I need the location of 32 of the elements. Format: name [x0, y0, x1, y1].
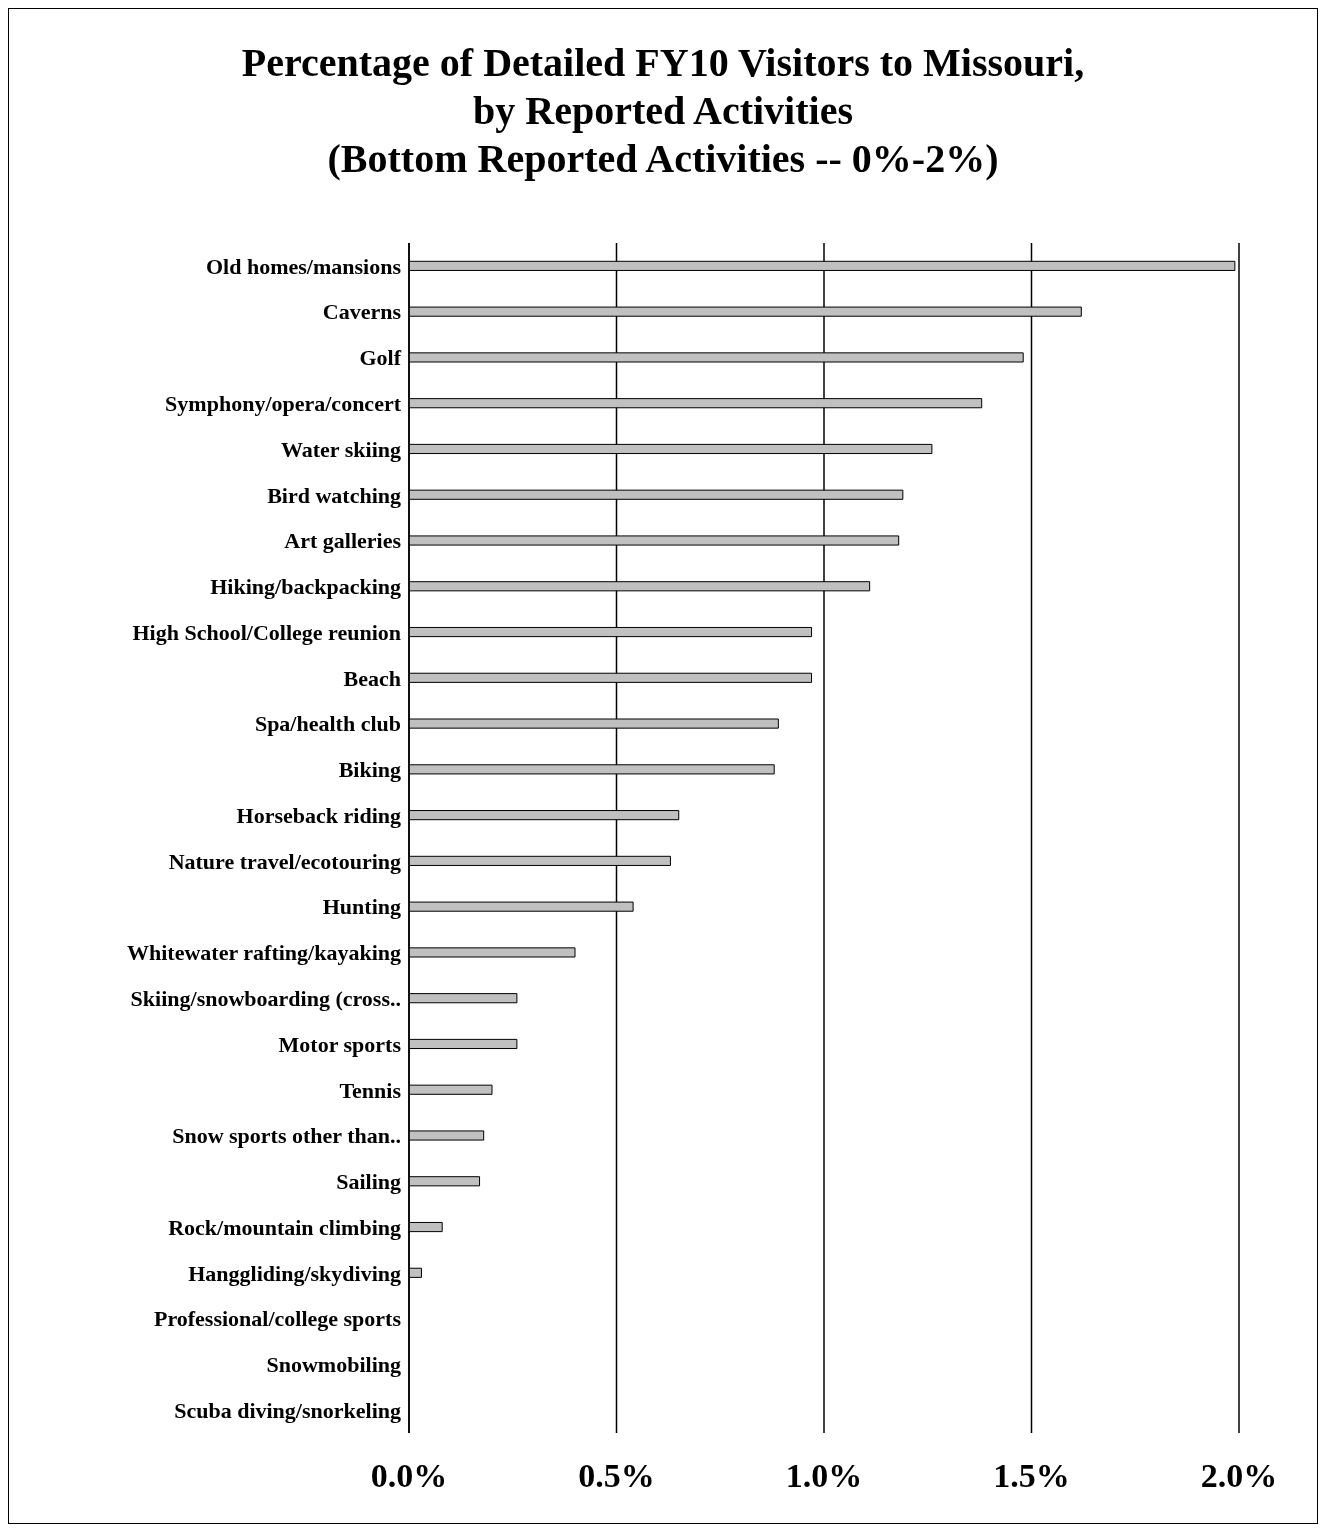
y-tick-label: Hiking/backpacking [210, 574, 401, 600]
y-tick-label: Caverns [322, 299, 402, 325]
y-tick-label: Art galleries [284, 528, 402, 554]
x-tick-label: 2.0% [1200, 1457, 1278, 1495]
y-tick-label: Tennis [339, 1077, 402, 1103]
y-tick-label: Skiing/snowboarding (cross.. [130, 986, 401, 1011]
y-tick-label: Motor sports [278, 1031, 402, 1057]
y-tick-label: Whitewater rafting/kayaking [127, 940, 401, 966]
y-tick-label: Snow sports other than.. [172, 1123, 401, 1149]
y-tick-label: Biking [338, 757, 401, 783]
y-tick-label: Horseback riding [236, 802, 401, 828]
x-tick-label: 1.5% [993, 1457, 1070, 1495]
y-tick-label: Water skiing [280, 436, 401, 462]
x-tick-label: 0.5% [578, 1457, 655, 1495]
y-tick-label: Beach [343, 665, 401, 691]
y-tick-label: High School/College reunion [132, 619, 401, 645]
y-tick-label: Scuba diving/snorkeling [174, 1397, 401, 1423]
y-tick-label: Golf [359, 345, 402, 371]
y-tick-label: Nature travel/ecotouring [168, 848, 401, 874]
y-tick-label: Spa/health club [254, 711, 401, 737]
y-tick-label: Hanggliding/skydiving [188, 1260, 401, 1286]
x-tick-label: 0.0% [370, 1457, 448, 1495]
y-tick-label: Bird watching [267, 482, 401, 508]
y-tick-label: Professional/college sports [153, 1306, 402, 1332]
y-tick-label: Symphony/opera/concert [165, 391, 402, 416]
chart-title: Percentage of Detailed FY10 Visitors to Missouri, by Reported Activities (Bottom Reported Activities -- 0%-2%) [240, 39, 1086, 183]
y-tick-label: Sailing [336, 1169, 401, 1195]
y-tick-label: Hunting [322, 894, 401, 920]
y-tick-label: Old homes/mansions [206, 253, 402, 279]
x-tick-label: 1.0% [785, 1457, 863, 1495]
y-tick-label: Snowmobiling [266, 1352, 401, 1378]
y-tick-label: Rock/mountain climbing [168, 1214, 401, 1240]
